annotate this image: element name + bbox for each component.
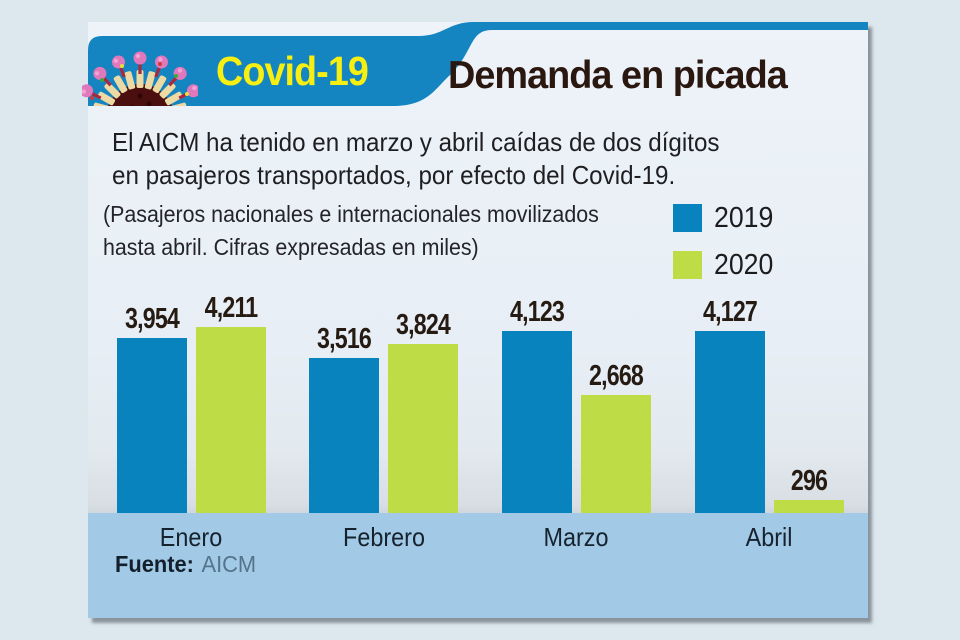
bar-value-2020-febrero: 3,824 bbox=[396, 309, 451, 341]
bar-2019-febrero bbox=[309, 358, 380, 513]
banner-swoosh-shape bbox=[88, 22, 868, 106]
bar-2019-enero bbox=[116, 338, 187, 513]
covid-badge-label: Covid-19 bbox=[216, 48, 369, 94]
bar-2020-febrero bbox=[388, 344, 459, 513]
bar-2020-abril bbox=[773, 500, 844, 513]
legend-label-2020: 2020 bbox=[714, 248, 774, 281]
bar-2020-enero bbox=[195, 327, 266, 513]
category-label-febrero: Febrero bbox=[342, 522, 425, 552]
x-axis-band bbox=[88, 513, 868, 618]
page-title: Demanda en picada bbox=[448, 54, 788, 97]
category-label-abril: Abril bbox=[745, 522, 793, 552]
description-line-1: El AICM ha tenido en marzo y abril caída… bbox=[112, 127, 720, 157]
header-banner bbox=[88, 22, 868, 106]
legend-swatch-2020 bbox=[673, 251, 702, 279]
note-line-2: hasta abril. Cifras expresadas en miles) bbox=[103, 234, 479, 260]
bar-value-2019-enero: 3,954 bbox=[124, 303, 179, 335]
bar-value-2019-febrero: 3,516 bbox=[317, 323, 372, 355]
bar-value-2020-marzo: 2,668 bbox=[588, 360, 644, 392]
bar-2019-abril bbox=[694, 331, 765, 513]
source-label: Fuente: bbox=[115, 551, 194, 577]
legend-item-2019: 2019 bbox=[673, 201, 779, 234]
bar-value-2019-marzo: 4,123 bbox=[509, 296, 565, 328]
chart-legend: 2019 2020 bbox=[673, 201, 779, 297]
bar-chart: 3,954 4,211 Enero 3,516 3,824 Febrero 4,123 2,6… bbox=[88, 22, 868, 618]
chart-description: El AICM ha tenido en marzo y abril caída… bbox=[112, 126, 720, 192]
description-line-2: en pasajeros transportados, por efecto d… bbox=[112, 160, 676, 190]
category-label-enero: Enero bbox=[159, 522, 223, 552]
source-value: AICM bbox=[201, 551, 257, 577]
infographic-card: Covid-19 Demanda en picada El AICM ha te… bbox=[82, 22, 868, 618]
bar-2020-marzo bbox=[580, 395, 651, 513]
note-line-1: (Pasajeros nacionales e internacionales … bbox=[103, 201, 599, 227]
category-label-marzo: Marzo bbox=[543, 522, 609, 552]
source-line: Fuente: AICM bbox=[115, 551, 256, 578]
coronavirus-icon bbox=[82, 51, 198, 106]
bar-2019-marzo bbox=[501, 331, 572, 513]
chart-note: (Pasajeros nacionales e internacionales … bbox=[103, 198, 599, 264]
legend-label-2019: 2019 bbox=[714, 201, 774, 234]
bar-value-2019-abril: 4,127 bbox=[702, 296, 758, 328]
bar-value-2020-enero: 4,211 bbox=[204, 292, 258, 324]
bar-value-2020-abril: 296 bbox=[790, 465, 827, 497]
legend-item-2020: 2020 bbox=[673, 248, 779, 281]
legend-swatch-2019 bbox=[673, 204, 702, 232]
